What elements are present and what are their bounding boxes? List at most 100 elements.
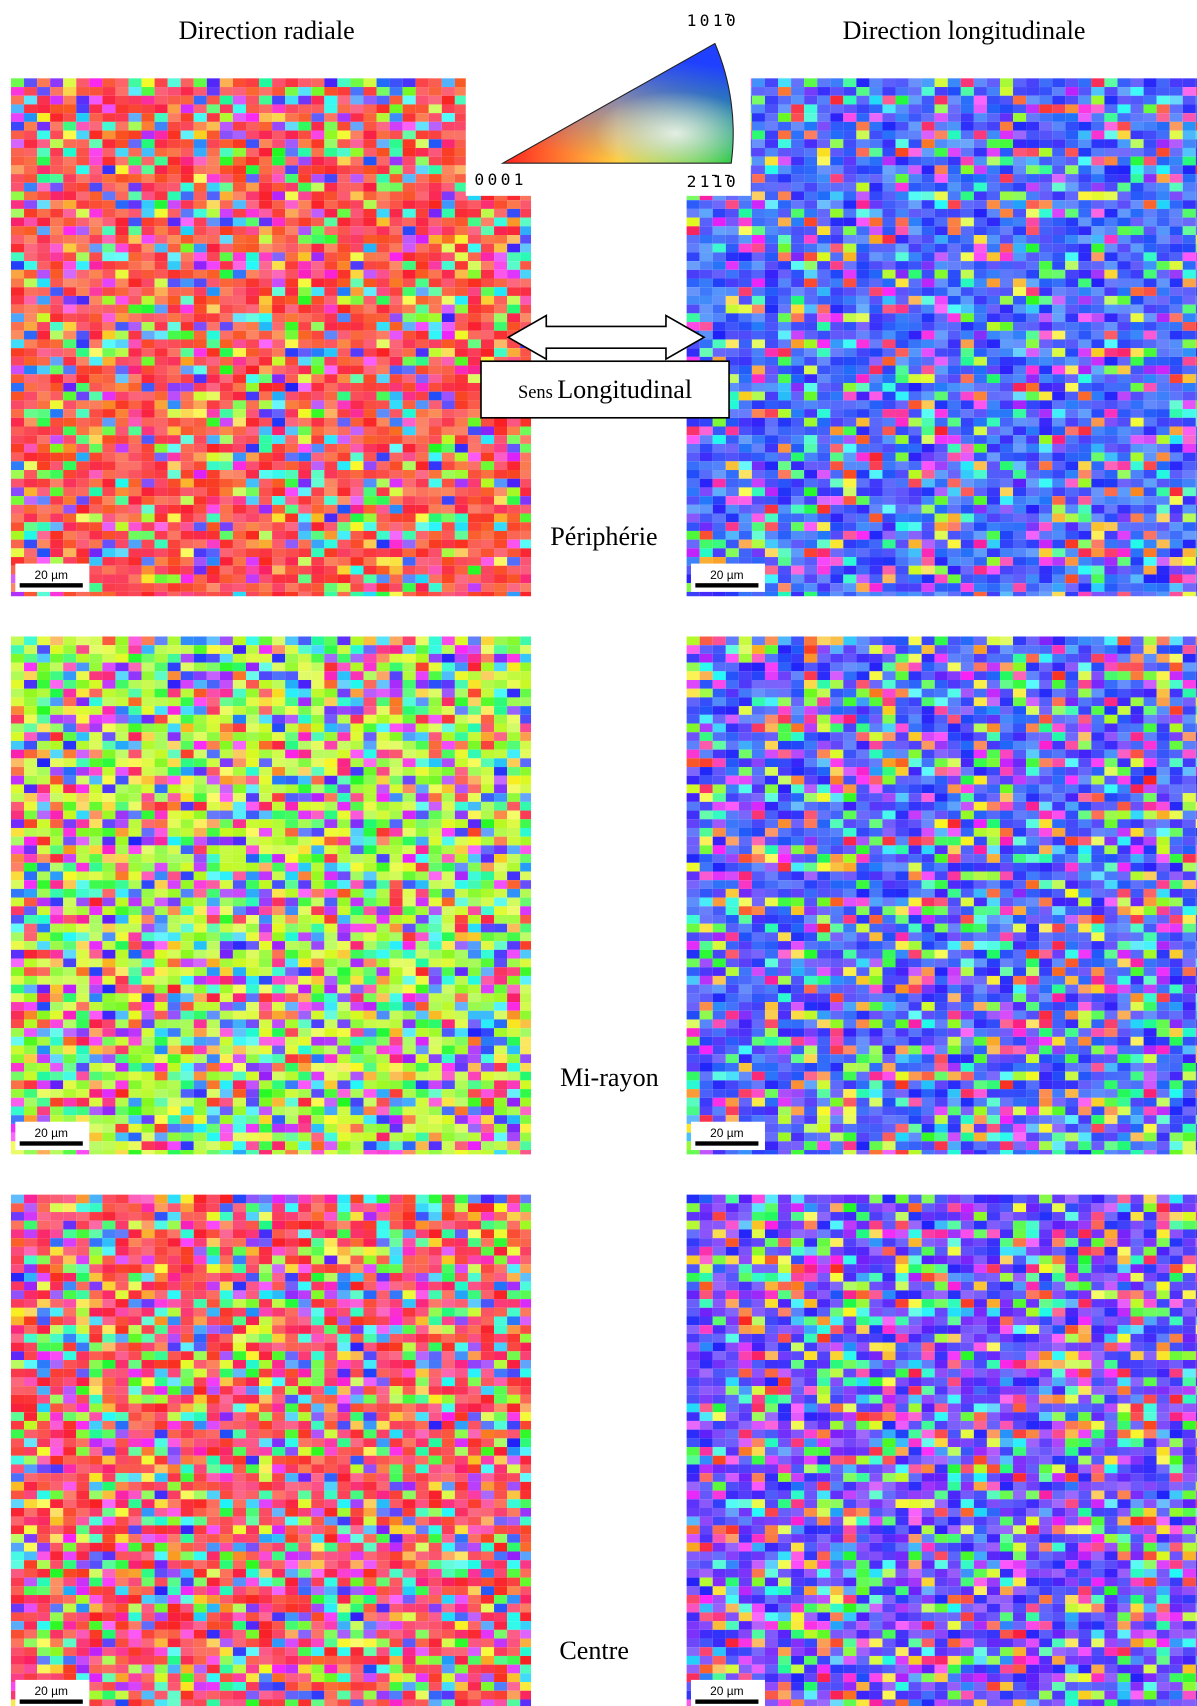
grain: [311, 122, 324, 131]
grain: [882, 557, 895, 566]
grain: [1104, 583, 1117, 592]
grain: [1091, 191, 1104, 200]
grain: [311, 366, 324, 375]
grain: [817, 131, 830, 140]
grain: [89, 348, 102, 357]
grain: [896, 366, 909, 375]
grain: [700, 305, 713, 314]
grain: [961, 270, 974, 279]
grain: [246, 339, 259, 348]
grain: [24, 453, 37, 462]
grain: [1104, 383, 1117, 392]
grain: [1157, 531, 1170, 540]
grain: [63, 305, 76, 314]
grain: [363, 131, 376, 140]
grain: [233, 645, 246, 654]
grain: [128, 574, 141, 583]
grain: [181, 418, 194, 427]
grain: [233, 157, 246, 166]
grain: [168, 427, 181, 436]
grain: [922, 427, 935, 436]
grain: [207, 209, 220, 218]
grain: [481, 331, 494, 340]
grain: [1078, 122, 1091, 131]
grain: [1131, 226, 1144, 235]
grain: [869, 183, 882, 192]
grain: [416, 235, 429, 244]
grain: [1091, 226, 1104, 235]
grain: [1117, 174, 1130, 183]
grain: [128, 427, 141, 436]
grain: [128, 566, 141, 575]
grain: [128, 496, 141, 505]
grain: [1026, 461, 1039, 470]
grain: [817, 174, 830, 183]
grain: [233, 374, 246, 383]
grain: [726, 540, 739, 549]
grain: [403, 183, 416, 192]
grain: [830, 470, 843, 479]
grain: [102, 218, 115, 227]
grain: [168, 531, 181, 540]
grain: [778, 305, 791, 314]
grain: [194, 663, 207, 672]
grain: [507, 209, 520, 218]
grain: [1039, 514, 1052, 523]
grain: [1000, 496, 1013, 505]
grain: [1104, 139, 1117, 148]
grain: [1183, 583, 1196, 592]
grain: [115, 200, 128, 209]
grain: [390, 339, 403, 348]
grain: [856, 566, 869, 575]
grain: [155, 113, 168, 122]
grain: [791, 191, 804, 200]
grain: [272, 392, 285, 401]
grain: [1144, 296, 1157, 305]
grain: [76, 496, 89, 505]
grain: [377, 374, 390, 383]
grain: [337, 165, 350, 174]
grain: [468, 435, 481, 444]
grain: [207, 191, 220, 200]
grain: [168, 122, 181, 131]
grain: [1117, 496, 1130, 505]
grain: [429, 331, 442, 340]
grain: [922, 479, 935, 488]
grain: [1144, 122, 1157, 131]
grain: [89, 322, 102, 331]
grain: [520, 235, 531, 244]
grain: [50, 663, 63, 672]
grain: [11, 200, 24, 209]
grain: [468, 531, 481, 540]
grain: [507, 540, 520, 549]
grain: [1065, 374, 1078, 383]
grain: [1170, 191, 1183, 200]
grain: [869, 313, 882, 322]
grain: [429, 96, 442, 105]
grain: [181, 409, 194, 418]
grain: [856, 374, 869, 383]
grain: [1039, 496, 1052, 505]
grain: [961, 113, 974, 122]
grain: [429, 522, 442, 531]
grain: [1157, 548, 1170, 557]
grain: [494, 574, 507, 583]
grain: [311, 583, 324, 592]
grain: [350, 531, 363, 540]
grain: [687, 427, 700, 436]
grain: [233, 427, 246, 436]
grain: [442, 583, 455, 592]
grain: [520, 200, 531, 209]
grain: [494, 583, 507, 592]
grain: [791, 305, 804, 314]
grain: [377, 279, 390, 288]
grain: [442, 557, 455, 566]
grain: [882, 296, 895, 305]
grain: [935, 548, 948, 557]
grain: [987, 531, 1000, 540]
grain: [89, 636, 102, 645]
grain: [181, 505, 194, 514]
grain: [377, 322, 390, 331]
grain: [1026, 348, 1039, 357]
grain: [948, 409, 961, 418]
